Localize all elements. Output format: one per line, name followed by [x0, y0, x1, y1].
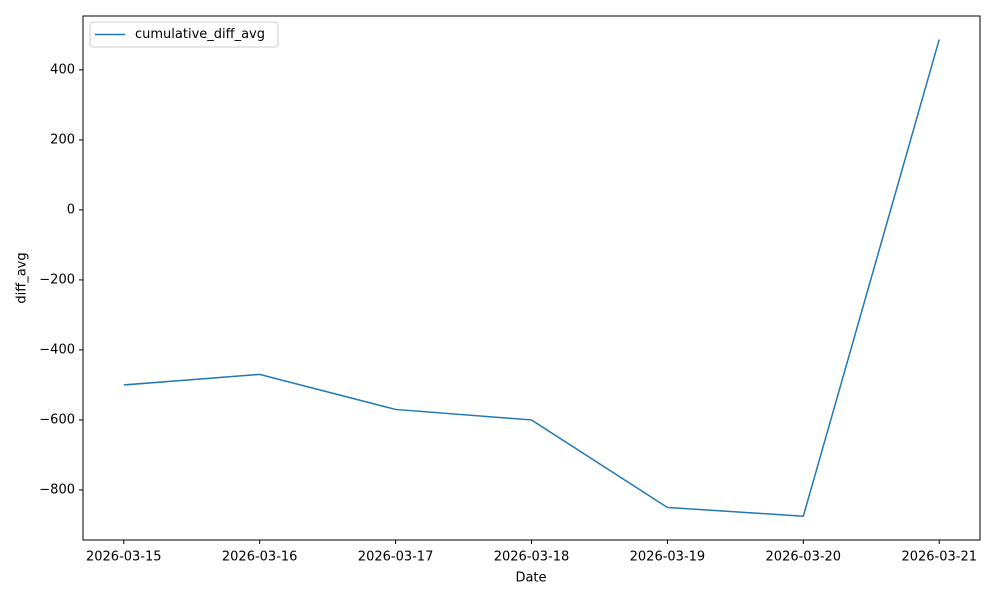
x-tick-label: 2026-03-16	[222, 550, 298, 565]
plot-frame	[82, 15, 981, 541]
y-tick-label: −800	[39, 482, 75, 497]
data-line	[123, 39, 940, 517]
y-tick-label: 200	[50, 132, 75, 147]
x-axis-label: Date	[515, 571, 546, 586]
x-tick-label: 2026-03-18	[494, 550, 570, 565]
y-tick-label: −400	[39, 342, 75, 357]
y-tick-label: 0	[67, 202, 75, 217]
y-tick-label: −200	[39, 272, 75, 287]
x-tick-label: 2026-03-19	[630, 550, 706, 565]
x-tick-label: 2026-03-17	[358, 550, 434, 565]
x-tick-label: 2026-03-20	[766, 550, 842, 565]
y-tick-label: 400	[50, 62, 75, 77]
legend-box	[89, 21, 279, 48]
x-tick-label: 2026-03-15	[86, 550, 162, 565]
y-tick-label: −600	[39, 412, 75, 427]
x-tick-label: 2026-03-21	[901, 550, 977, 565]
legend-label: cumulative_diff_avg	[135, 27, 265, 42]
y-axis-label: diff_avg	[15, 252, 30, 303]
